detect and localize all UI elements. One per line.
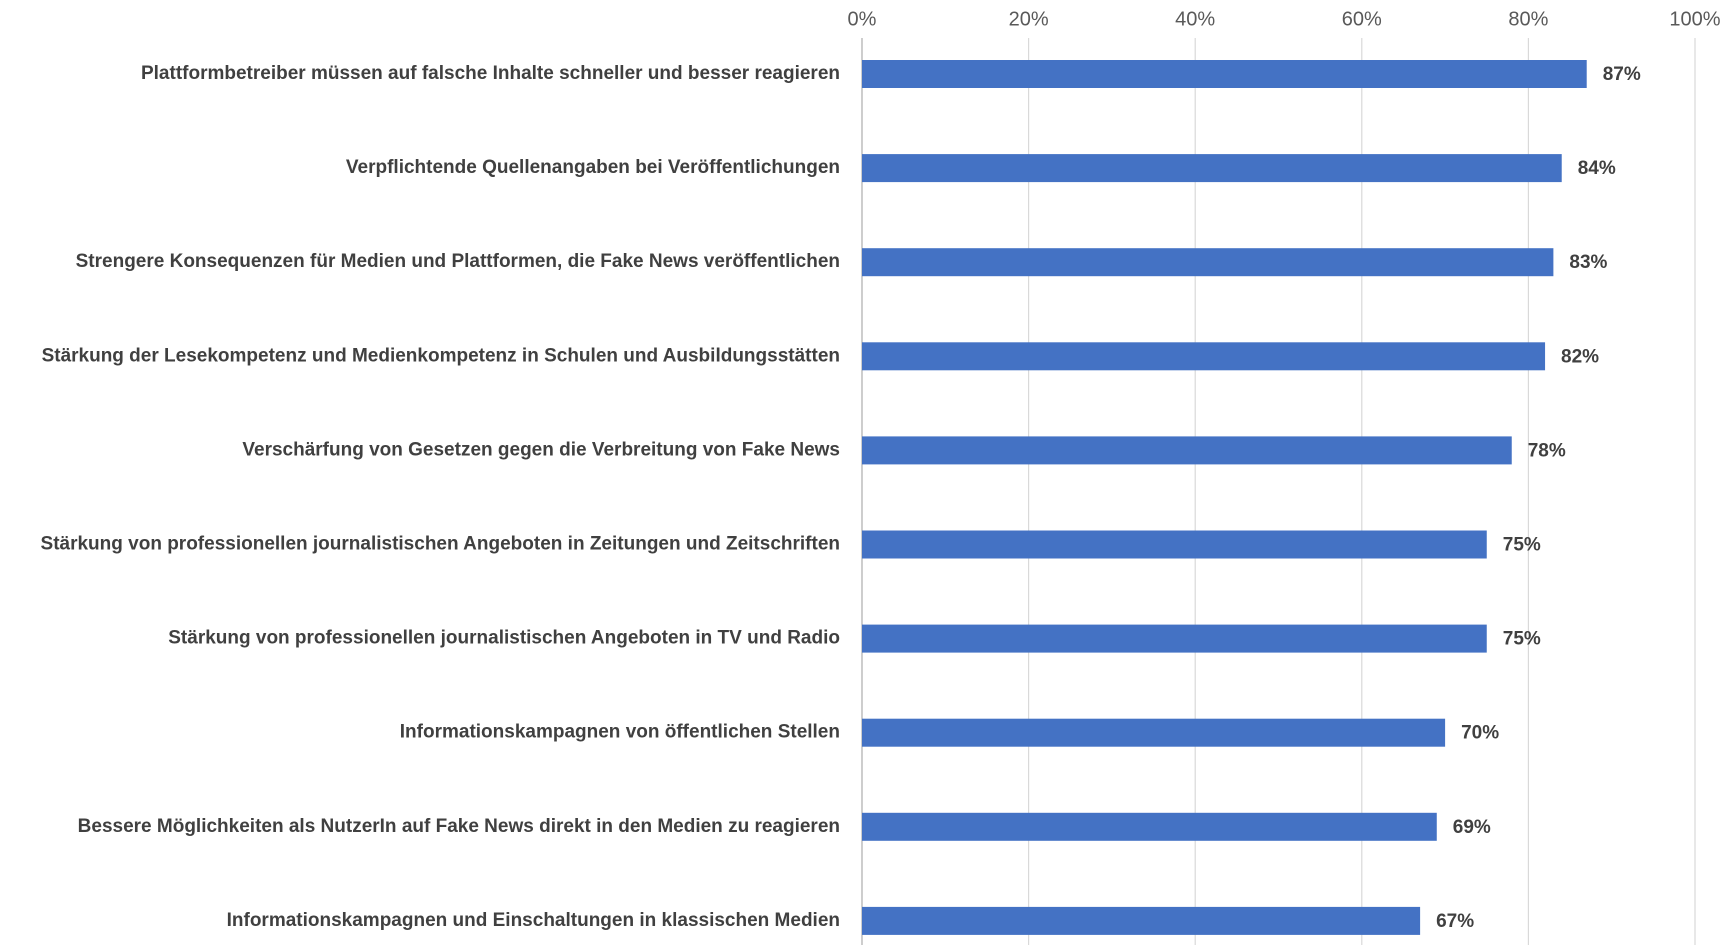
value-label: 82% [1561, 346, 1599, 367]
value-label: 67% [1436, 911, 1474, 932]
bar [862, 718, 1446, 747]
value-label: 75% [1503, 629, 1541, 650]
category-label: Strengere Konsequenzen für Medien und Pl… [76, 251, 840, 272]
value-label: 87% [1603, 64, 1641, 85]
value-label: 84% [1578, 158, 1616, 179]
category-label: Informationskampagnen von öffentlichen S… [400, 722, 840, 743]
category-label: Plattformbetreiber müssen auf falsche In… [141, 63, 840, 84]
x-tick-label: 80% [1508, 8, 1548, 30]
category-label: Stärkung von professionellen journalisti… [41, 534, 840, 555]
category-label: Informationskampagnen und Einschaltungen… [227, 910, 840, 931]
category-label: Verpflichtende Quellenangaben bei Veröff… [346, 157, 840, 178]
x-tick-label: 100% [1669, 8, 1720, 30]
bar [862, 154, 1562, 183]
value-label: 70% [1461, 723, 1499, 744]
value-label: 83% [1569, 252, 1607, 273]
category-label: Verschärfung von Gesetzen gegen die Verb… [242, 439, 840, 460]
bar [862, 342, 1546, 371]
value-label: 69% [1453, 817, 1491, 838]
category-label: Stärkung von professionellen journalisti… [168, 628, 840, 649]
bar [862, 906, 1421, 935]
category-label: Stärkung der Lesekompetenz und Medienkom… [42, 345, 840, 366]
value-label: 78% [1528, 440, 1566, 461]
bar [862, 436, 1512, 465]
bar [862, 248, 1554, 277]
bar [862, 812, 1437, 841]
category-label: Bessere Möglichkeiten als NutzerIn auf F… [78, 816, 840, 837]
bar [862, 624, 1487, 653]
x-tick-label: 0% [848, 8, 877, 30]
bar [862, 530, 1487, 559]
bar [862, 60, 1587, 88]
x-tick-label: 60% [1342, 8, 1382, 30]
x-tick-label: 40% [1175, 8, 1215, 30]
value-label: 75% [1503, 535, 1541, 556]
x-tick-label: 20% [1009, 8, 1049, 30]
